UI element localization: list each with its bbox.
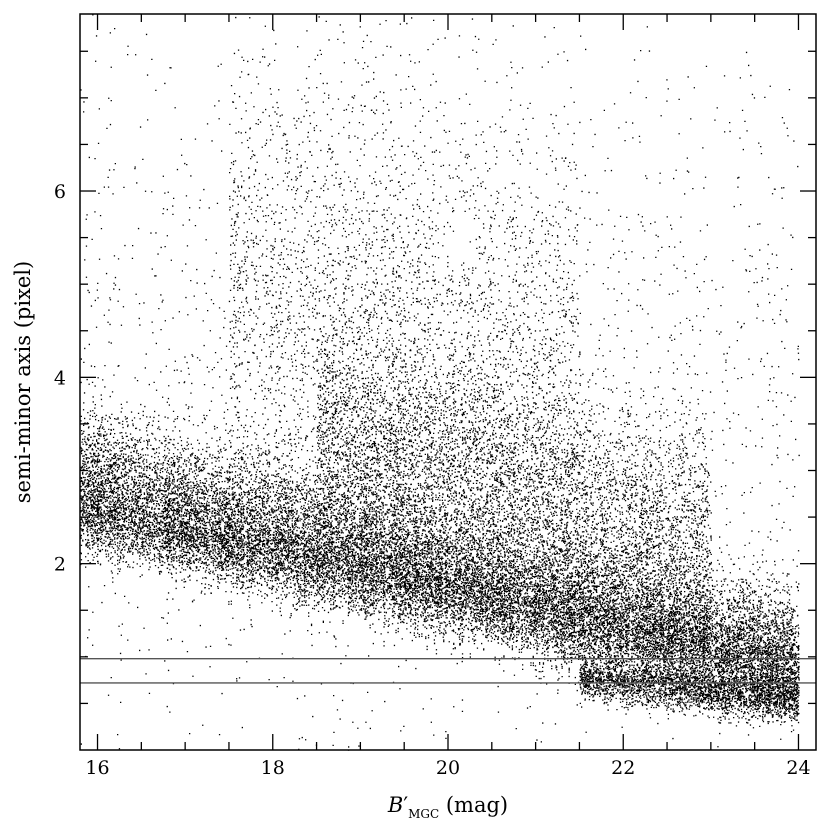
axis-ticks — [80, 14, 816, 750]
scatter-point-cloud — [80, 14, 800, 751]
y-tick-label: 6 — [54, 181, 66, 203]
x-tick-label: 22 — [611, 757, 635, 779]
x-axis-label-unit: (mag) — [439, 793, 508, 817]
x-axis-label-main: B — [387, 793, 403, 817]
y-tick-label: 4 — [54, 367, 66, 389]
x-axis-label-subscript: MGC — [408, 807, 439, 821]
x-tick-label: 20 — [436, 757, 460, 779]
y-tick-label: 2 — [54, 554, 66, 576]
reference-lines — [80, 657, 816, 684]
y-axis-label: semi-minor axis (pixel) — [11, 261, 35, 504]
x-tick-label: 24 — [786, 757, 810, 779]
data-points — [80, 14, 800, 751]
x-axis-label: B′MGC (mag) — [387, 793, 508, 821]
x-axis-label-prime: ′ — [403, 793, 408, 817]
x-tick-label: 16 — [85, 757, 109, 779]
x-tick-label: 18 — [261, 757, 285, 779]
